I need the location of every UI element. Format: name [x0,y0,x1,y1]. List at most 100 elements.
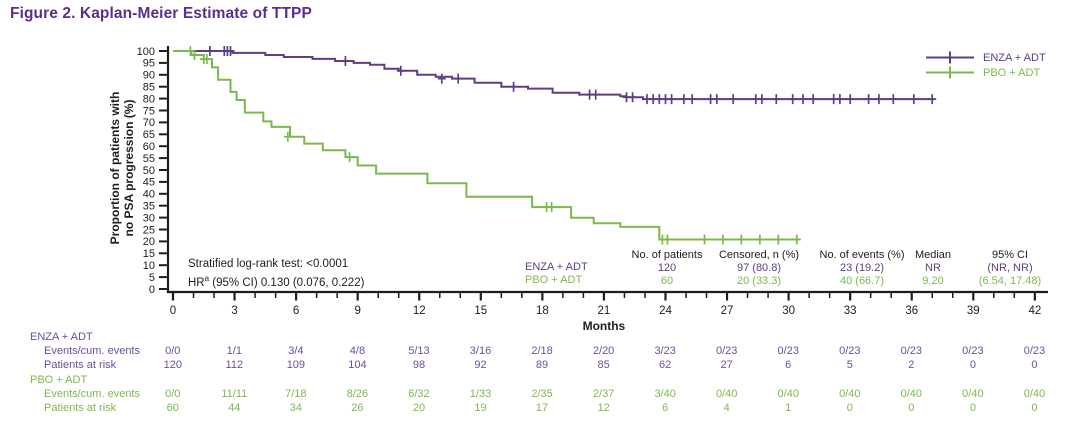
censor-mark-icon [772,94,781,105]
censor-mark-icon [774,234,783,245]
risk-cell: 2/35 [531,388,553,400]
risk-cell: 0 [1031,359,1038,371]
summary-cell: 97 (80.8) [736,262,782,274]
summary-cell: (6.54, 17.48) [978,275,1042,287]
risk-row-label: Events/cum. events [44,388,140,400]
legend: ENZA + ADT PBO + ADT [924,50,1046,80]
figure-title: Figure 2. Kaplan-Meier Estimate of TTPP [10,5,312,22]
risk-group-label: PBO + ADT [30,374,88,386]
censor-mark-icon [663,234,672,245]
censor-mark-icon [700,234,709,245]
censor-mark-icon [591,89,600,100]
y-axis-label: Proportion of patients with no PSA progr… [108,91,136,245]
censor-mark-icon [688,94,697,105]
risk-cell: 60 [166,402,179,414]
risk-cell: 20 [412,402,426,414]
y-tick-label: 55 [143,153,155,165]
summary-cell: (NR, NR) [987,262,1033,274]
y-tick-label: 60 [143,141,155,153]
x-tick-label: 6 [293,305,299,317]
y-tick-label: 100 [137,46,155,58]
censor-mark-icon [679,94,688,105]
km-curve [173,50,799,241]
y-tick-label: 25 [143,224,155,236]
risk-cell: 0/0 [165,345,181,357]
y-tick-label: 15 [143,248,155,260]
censor-mark-icon [799,94,807,105]
risk-cell: 0 [846,402,853,414]
x-tick-label: 15 [474,305,487,317]
summary-cell: 20 (33.3) [736,275,782,287]
x-tick-label: 0 [170,305,176,317]
y-tick-label: 40 [143,189,155,201]
censor-mark-icon [509,81,518,92]
risk-cell: 6 [785,359,792,371]
risk-cell: 26 [351,402,364,414]
x-axis-label: Months [583,319,626,333]
risk-cell: 3/16 [469,345,492,357]
risk-row-label: Events/cum. events [44,345,140,357]
censor-mark-icon [788,94,797,105]
y-tick-label: 30 [143,212,155,224]
summary-row-label-enza: ENZA + ADT [525,261,588,273]
risk-cell: 0/23 [962,345,984,357]
risk-cell: 0/23 [839,345,861,357]
censor-mark-icon [345,152,354,163]
risk-cell: 0/23 [1023,345,1046,357]
y-tick-label: 45 [143,177,155,189]
summary-cell: 9.20 [922,275,944,287]
y-tick-label: 10 [143,260,155,272]
censor-mark-icon [889,94,898,105]
censor-mark-icon [928,94,937,105]
summary-cell: 40 (66.7) [839,275,885,287]
x-tick-label: 33 [844,305,857,317]
x-tick-label: 21 [598,305,611,317]
risk-cell: 0/23 [900,345,923,357]
risk-cell: 1 [785,402,792,414]
risk-cell: 8/26 [346,388,369,400]
risk-cell: 34 [289,402,302,414]
risk-cell: 85 [597,359,610,371]
censor-mark-icon [737,234,746,245]
censor-mark-icon [712,94,721,105]
risk-cell: 0/23 [715,345,738,357]
y-tick-label: 35 [143,201,155,213]
legend-label: ENZA + ADT [983,51,1046,64]
y-tick-label: 70 [143,117,155,129]
risk-cell: 0 [1031,402,1038,414]
logrank-text: Stratified log-rank test: <0.0001 [188,258,349,270]
risk-cell: 3/4 [288,345,304,357]
x-tick-label: 36 [905,305,918,317]
risk-row-values: 120 112 109 104 98 92 89 85 62 27 6 5 2 0 0 [142,359,1065,371]
risk-cell: 120 [163,359,182,371]
risk-cell: 12 [597,402,610,414]
risk-row-values: 0/0 1/1 3/4 4/8 5/13 3/16 2/18 2/20 3/23 0/23 0/23… [142,345,1065,357]
censor-mark-icon [437,73,446,84]
y-tick-label: 50 [143,165,155,177]
risk-cell: 0 [908,402,915,414]
risk-cell: 11/11 [221,388,248,400]
summary-header: Censored, n (%) [718,249,800,261]
censor-mark-icon [792,234,801,245]
legend-label: PBO + ADT [983,66,1041,79]
censor-mark-icon [667,94,676,105]
risk-cell: 112 [225,359,244,371]
censor-mark-icon [909,94,918,105]
stats-annotation: Stratified log-rank test: <0.0001 HRa (9… [188,258,364,290]
risk-cell: 6 [662,402,669,414]
x-tick-label: 12 [413,305,426,317]
risk-cell: 0/40 [1023,388,1046,400]
summary-header: 95% CI [991,249,1029,261]
risk-cell: 4 [723,402,730,414]
y-tick-label: 20 [143,236,155,248]
hazard-ratio-text: HRa (95% CI) 0.130 (0.076, 0.222) [188,273,365,289]
risk-cell: 5 [846,359,853,371]
x-tick-label: 27 [721,305,734,317]
summary-cell: NR [925,262,941,274]
censor-mark-icon [205,46,214,56]
risk-row-label: Patients at risk [44,402,117,414]
censor-mark-icon [190,50,199,60]
censor-mark-icon [755,234,764,245]
x-tick-label: 42 [1028,305,1041,317]
